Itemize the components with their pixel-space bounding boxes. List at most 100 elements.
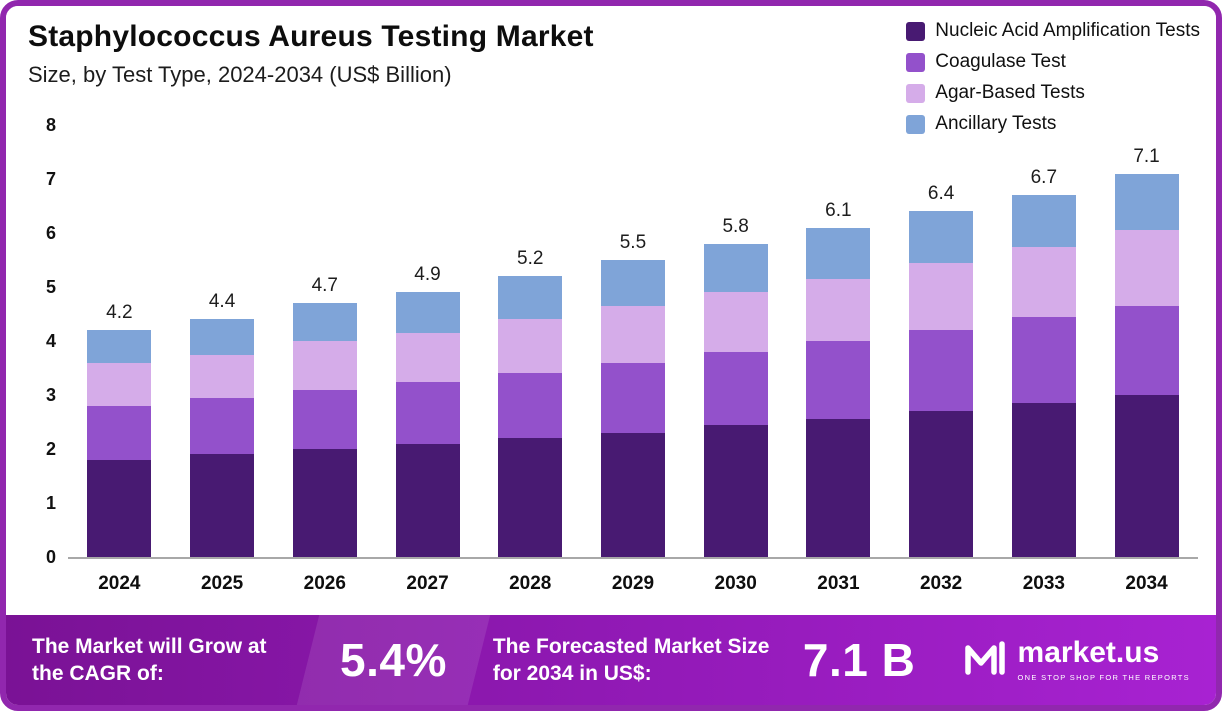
legend-label: Coagulase Test <box>935 51 1066 72</box>
y-tick-label: 1 <box>45 493 56 513</box>
stacked-bar <box>1114 173 1179 557</box>
bar-segment <box>292 341 357 390</box>
bar-slot: 4.4 <box>190 291 255 557</box>
y-tick-label: 7 <box>45 169 56 189</box>
stacked-bar <box>600 260 665 557</box>
market-us-logo-icon <box>962 636 1008 685</box>
bar-segment <box>190 319 255 355</box>
x-tick-label: 2030 <box>714 573 757 594</box>
bar-segment <box>395 381 460 444</box>
stacked-bar <box>703 243 768 557</box>
bar-segment <box>190 397 255 455</box>
bar-slot: 4.7 <box>292 275 357 557</box>
x-tick-label: 2031 <box>817 573 860 594</box>
bar-slot: 6.1 <box>806 199 871 557</box>
bar-segment <box>498 438 563 557</box>
bar-segment <box>1011 246 1076 317</box>
bar-total-label: 4.7 <box>311 275 338 297</box>
stacked-bar <box>1011 195 1076 557</box>
legend: Nucleic Acid Amplification Tests Coagulas… <box>906 20 1200 135</box>
brand-text: market.us ONE STOP SHOP FOR THE REPORTS <box>1017 638 1190 683</box>
bars-container: 4.2 4.4 4.7 4.9 5.2 5.5 5.8 6.1 6.4 6.7 7.1 <box>68 125 1198 559</box>
legend-item: Nucleic Acid Amplification Tests <box>906 20 1200 42</box>
legend-swatch <box>906 114 926 134</box>
bar-segment <box>1114 230 1179 306</box>
x-tick-label: 2029 <box>611 573 655 594</box>
cagr-value-wrap: 5.4% <box>292 597 495 705</box>
bar-segment <box>87 459 152 557</box>
x-axis: 2024 2025 2026 2027 2028 2029 2030 2031 2032 2033… <box>68 573 1198 595</box>
bar-slot: 4.9 <box>395 264 460 557</box>
legend-label: Nucleic Acid Amplification Tests <box>935 20 1200 41</box>
plot-area: 0 1 2 3 4 5 6 7 8 4.2 4.4 4.7 4.9 5.2 5.5 5.8 6.1 6.4 6.7… <box>6 115 1216 567</box>
bar-segment <box>806 341 871 420</box>
bar-segment <box>1011 316 1076 404</box>
stacked-bar <box>292 303 357 557</box>
bar-slot: 5.8 <box>703 216 768 557</box>
x-tick-label: 2033 <box>1022 573 1065 594</box>
bar-total-label: 4.2 <box>106 302 133 324</box>
bar-segment <box>1114 305 1179 395</box>
bar-segment <box>1114 173 1179 231</box>
bar-segment <box>190 354 255 398</box>
bar-segment <box>1011 195 1076 247</box>
bar-segment <box>703 243 768 293</box>
bar-segment <box>498 276 563 320</box>
bar-segment <box>292 449 357 557</box>
x-tick-label: 2024 <box>98 573 141 594</box>
y-axis: 0 1 2 3 4 5 6 7 8 <box>24 115 56 567</box>
x-tick-label: 2034 <box>1125 573 1168 594</box>
y-tick-label: 5 <box>45 277 56 297</box>
stacked-bar <box>87 330 152 557</box>
bar-slot: 5.2 <box>498 248 563 557</box>
bar-slot: 6.4 <box>909 183 974 557</box>
bar-segment <box>190 454 255 557</box>
bar-total-label: 5.2 <box>517 248 544 270</box>
bar-segment <box>909 211 974 263</box>
bar-segment <box>87 405 152 460</box>
legend-swatch <box>906 21 926 41</box>
x-tick-label: 2027 <box>406 573 449 594</box>
bar-segment <box>909 262 974 331</box>
cagr-label: The Market will Grow at the CAGR of: <box>32 634 267 685</box>
bar-segment <box>703 351 768 425</box>
footer-banner: The Market will Grow at the CAGR of: 5.4… <box>6 597 1216 705</box>
y-tick-label: 4 <box>45 331 56 351</box>
bar-segment <box>909 330 974 412</box>
y-tick-label: 3 <box>45 385 56 405</box>
bar-slot: 5.5 <box>600 232 665 557</box>
stacked-bar <box>909 211 974 557</box>
bar-segment <box>600 260 665 306</box>
bar-slot: 7.1 <box>1114 146 1179 557</box>
bar-segment <box>498 319 563 374</box>
x-tick-label: 2026 <box>303 573 346 594</box>
legend-item: Ancillary Tests <box>906 113 1200 135</box>
bar-segment <box>600 432 665 557</box>
bar-segment <box>87 362 152 406</box>
forecast-label: The Forecasted Market Size for 2034 in U… <box>492 634 770 685</box>
x-tick-label: 2025 <box>200 573 244 594</box>
cagr-value: 5.4% <box>340 634 447 686</box>
bar-segment <box>292 389 357 449</box>
bar-segment <box>498 373 563 439</box>
x-tick-label: 2032 <box>919 573 963 594</box>
bar-segment <box>395 292 460 333</box>
bar-segment <box>1011 403 1076 557</box>
brand-logo: market.us ONE STOP SHOP FOR THE REPORTS <box>962 636 1190 685</box>
stacked-bar <box>395 292 460 557</box>
stacked-bar <box>806 227 871 557</box>
bar-total-label: 6.7 <box>1030 167 1058 189</box>
brand-tagline: ONE STOP SHOP FOR THE REPORTS <box>1017 673 1190 682</box>
stacked-bar <box>498 276 563 557</box>
bar-total-label: 6.1 <box>825 199 852 221</box>
legend-swatch <box>906 52 926 72</box>
bar-total-label: 5.5 <box>619 232 647 254</box>
bar-segment <box>806 227 871 279</box>
x-tick-label: 2028 <box>509 573 552 594</box>
bar-slot: 4.2 <box>87 302 152 557</box>
chart-section: Staphylococcus Aureus Testing Market Siz… <box>6 6 1216 615</box>
stacked-bar <box>190 319 255 557</box>
bar-segment <box>806 278 871 342</box>
bar-segment <box>600 305 665 363</box>
